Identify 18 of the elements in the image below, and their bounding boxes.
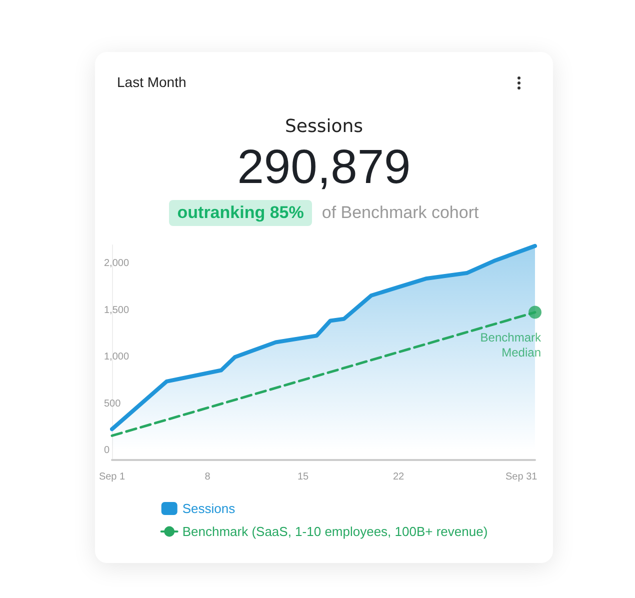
x-tick-label: 22 — [392, 472, 405, 482]
x-tick-label: Sep 1 — [98, 472, 126, 482]
y-tick-label: 1,000 — [104, 352, 130, 363]
annotation: Benchmark Median — [480, 330, 542, 360]
text: of Benchmark cohort — [322, 203, 479, 222]
text: 290,879 — [236, 140, 412, 195]
legend-label: Benchmark (SaaS, 1-10 employees, 100B+ revenue) — [182, 524, 488, 539]
y-tick-label: 500 — [104, 398, 122, 410]
x-tick-label: 8 — [204, 472, 211, 482]
legend-label: Sessions — [182, 501, 236, 516]
text: outranking 85% — [169, 200, 312, 226]
chart-title: Last Month — [117, 74, 186, 90]
y-tick-label: 0 — [104, 445, 110, 456]
chart-subtitle: Sessions — [284, 116, 364, 137]
x-tick-label: Sep 31 — [506, 472, 538, 482]
y-tick-label: 2,000 — [104, 258, 130, 270]
y-tick-label: 1,500 — [104, 304, 130, 316]
x-tick-label: 15 — [297, 472, 310, 482]
